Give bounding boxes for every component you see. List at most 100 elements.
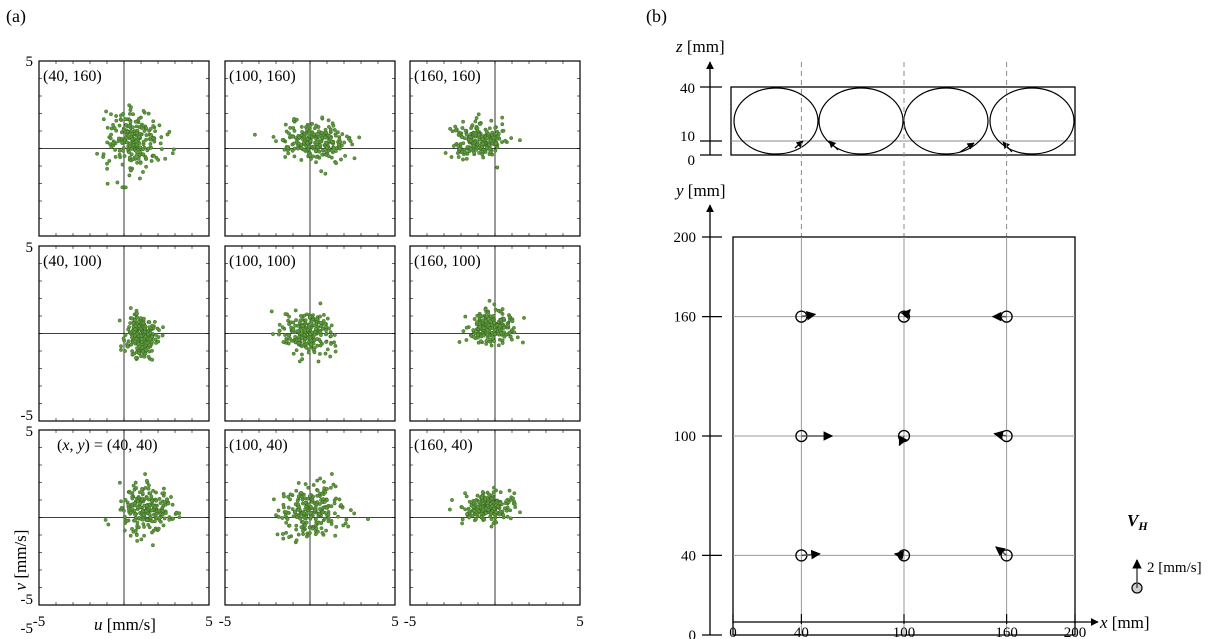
data-point [252,132,257,137]
data-point [509,136,514,141]
data-point [271,497,276,502]
x-tick-label: 160 [995,625,1018,639]
data-point [357,135,362,140]
data-point [290,148,295,153]
data-point [463,491,467,496]
data-point [121,336,126,341]
data-point [117,123,122,128]
data-point [333,133,338,138]
data-point [149,494,154,499]
data-point [494,510,499,515]
data-point [134,143,139,147]
data-point [314,160,318,165]
data-point [144,495,149,500]
y-tick-label: 40 [681,548,696,564]
data-point [160,508,165,513]
data-point [346,524,351,529]
data-point [119,118,124,123]
data-point [159,135,164,140]
data-point [284,520,289,525]
legend-scale-label: 2 [mm/s] [1147,560,1202,576]
data-point [143,485,148,490]
data-point [348,508,353,512]
data-point [150,357,155,362]
data-point [320,152,325,157]
data-point [280,516,285,520]
data-point [280,325,285,330]
data-point [480,495,484,500]
data-point [308,511,313,515]
data-point [148,515,153,520]
data-point [133,323,138,328]
convection-cell [818,87,904,155]
scatter-subplot: (100, 40) [224,429,396,606]
data-point [118,480,122,485]
data-point [136,156,141,161]
data-point [142,329,147,334]
data-point [142,503,147,508]
data-point [488,138,493,143]
data-point [295,498,300,503]
data-point [464,132,469,137]
data-point [471,143,476,148]
data-point [300,323,305,328]
data-point [115,180,120,185]
data-point [460,521,464,526]
data-point [140,349,145,354]
data-point [133,518,137,522]
data-point [312,323,317,328]
x-tick-label: -5 [404,614,417,630]
data-point [461,141,466,146]
data-point [139,333,144,338]
data-point [294,488,299,493]
data-point [163,156,168,161]
data-point [133,119,138,124]
data-point [287,314,291,319]
data-point [146,332,151,337]
data-point [153,504,157,509]
data-point [134,533,139,537]
velocity-vector [801,549,821,560]
data-point [477,313,482,318]
data-point [486,310,491,315]
data-point [484,341,489,346]
data-point [157,123,162,128]
data-point [464,338,469,342]
data-point [313,517,318,521]
data-point [167,517,172,522]
data-point [128,108,133,113]
data-point [480,490,485,494]
data-point [478,339,483,344]
data-point [486,508,491,512]
data-point [144,126,149,131]
data-point [141,152,146,157]
data-point [318,507,322,511]
data-point [485,136,489,141]
data-point [141,109,146,113]
data-point [470,513,475,518]
data-point [320,148,325,153]
data-point [309,514,313,519]
data-point [275,532,280,537]
data-point [117,148,122,153]
data-point [325,145,330,150]
data-point [113,154,118,159]
scatter-subplot: (40, 100) [38,245,210,422]
data-point [152,139,157,144]
data-point [157,516,162,521]
data-point [293,323,298,328]
data-point [131,483,136,488]
data-point [329,504,334,509]
data-point [157,508,161,513]
data-point [134,139,139,144]
data-point [333,533,338,538]
data-point [498,309,503,314]
data-point [119,347,123,352]
cell-rotation-arrow [959,142,975,153]
data-point [502,334,507,339]
scatter-subplot: (100, 100) [224,245,396,422]
data-point [489,524,494,529]
data-point [328,330,333,334]
data-point [302,511,307,516]
data-point [130,335,134,340]
